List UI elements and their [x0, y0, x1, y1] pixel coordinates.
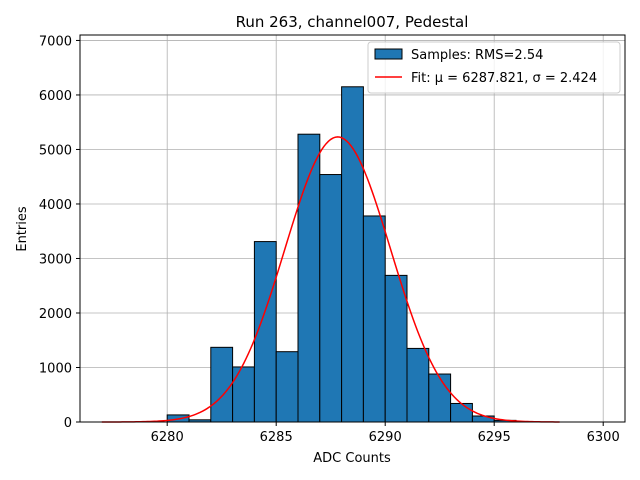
histogram-bar [341, 86, 364, 423]
x-tick-label: 6300 [587, 430, 620, 445]
y-tick-label: 1000 [39, 361, 72, 376]
x-axis-ticks: 6280 6285 6290 6295 6300 [151, 422, 620, 445]
y-tick-label: 6000 [39, 89, 72, 104]
y-tick-label: 4000 [39, 198, 72, 213]
y-tick-label: 5000 [39, 143, 72, 158]
histogram-bar [362, 215, 386, 423]
histogram-bar [319, 174, 343, 423]
histogram-bar [471, 415, 495, 423]
histogram-bar [450, 402, 473, 423]
y-axis-label: Entries [15, 206, 30, 252]
x-axis-label: ADC Counts [313, 451, 391, 466]
histogram-bars [166, 86, 517, 423]
legend: Samples: RMS=2.54 Fit: μ = 6287.821, σ =… [367, 41, 621, 94]
legend-swatch-samples [374, 48, 403, 60]
histogram-bar [275, 351, 299, 423]
y-tick-label: 0 [64, 416, 72, 431]
histogram-bar [406, 347, 430, 423]
histogram-bar [384, 274, 408, 423]
y-tick-label: 3000 [39, 252, 72, 267]
x-tick-label: 6285 [260, 430, 293, 445]
y-tick-label: 7000 [39, 34, 72, 49]
histogram-bar [210, 346, 234, 423]
histogram-bar [428, 373, 452, 423]
y-tick-label: 2000 [39, 307, 72, 322]
x-tick-label: 6290 [369, 430, 402, 445]
chart-title: Run 263, channel007, Pedestal [236, 13, 469, 31]
legend-box [367, 41, 621, 94]
fit-curve [101, 136, 560, 423]
y-axis-ticks: 0 1000 2000 3000 4000 5000 6000 7000 [39, 34, 80, 431]
x-tick-label: 6295 [478, 430, 511, 445]
x-tick-label: 6280 [151, 430, 184, 445]
histogram-bar [232, 366, 255, 423]
legend-label-samples: Samples: RMS=2.54 [411, 48, 543, 63]
legend-label-fit: Fit: μ = 6287.821, σ = 2.424 [411, 71, 597, 86]
plot-frame [79, 34, 626, 423]
